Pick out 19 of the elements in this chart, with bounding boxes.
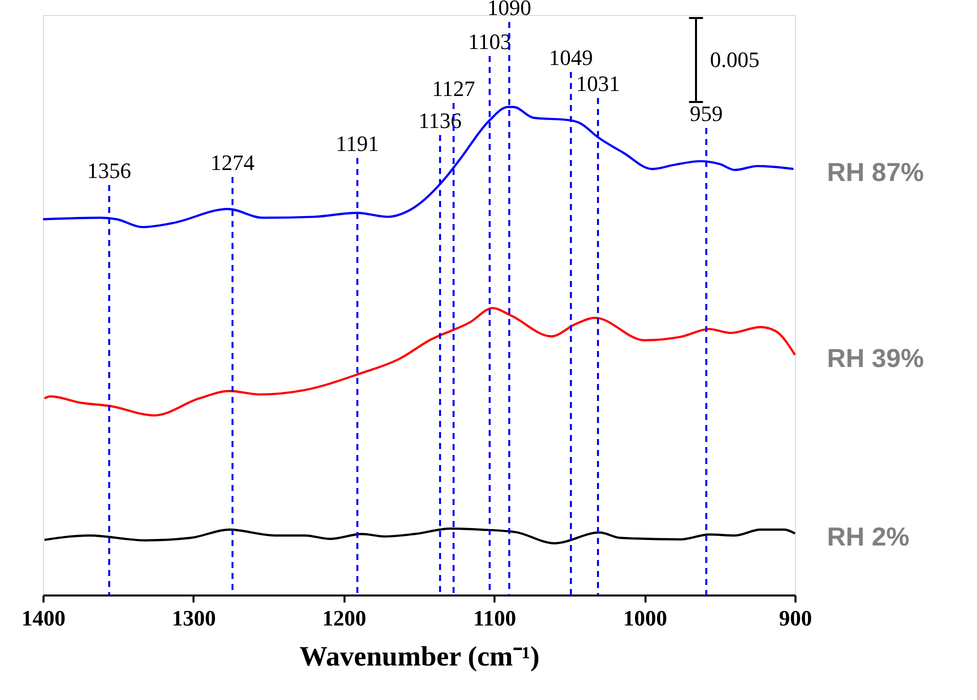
ref-line-label: 1049 (548, 45, 593, 70)
x-tick-label: 1400 (22, 606, 66, 630)
x-axis-title: Wavenumber (cm⁻¹) (299, 642, 540, 672)
ref-line-label: 1356 (87, 158, 132, 183)
ref-line-label: 1191 (336, 131, 379, 156)
series-label: RH 2% (827, 522, 910, 552)
ref-line-label: 1274 (210, 150, 255, 175)
x-tick-label: 1300 (172, 606, 216, 630)
x-tick-label: 1000 (623, 606, 668, 630)
series-label: RH 39% (827, 342, 924, 373)
ref-line-label: 959 (690, 101, 723, 126)
text: 0.005 (710, 47, 760, 72)
x-tick-label: 900 (779, 606, 812, 630)
ref-line-label: 1031 (576, 71, 620, 96)
ref-line-label: 1090 (487, 0, 532, 20)
ref-line-label: 1127 (432, 76, 476, 101)
series-label: RH 87% (827, 156, 924, 187)
x-tick-label: 1100 (473, 606, 516, 630)
x-tick-label: 1200 (322, 606, 366, 630)
